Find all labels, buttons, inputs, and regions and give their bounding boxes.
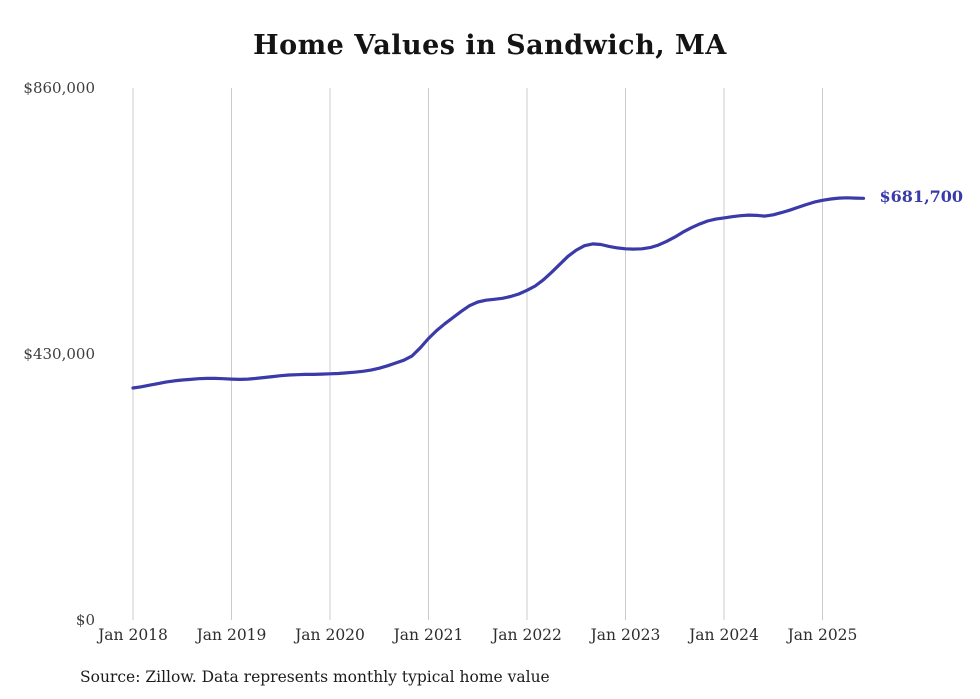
latest-value-label: $681,700 xyxy=(879,187,964,207)
x-tick-label: Jan 2018 xyxy=(98,626,168,644)
y-tick-label: $860,000 xyxy=(23,79,95,97)
y-tick-label: $430,000 xyxy=(23,345,95,363)
chart-title: Home Values in Sandwich, MA xyxy=(253,30,727,61)
x-tick-label: Jan 2021 xyxy=(393,626,464,644)
x-tick-label: Jan 2024 xyxy=(689,626,759,644)
vertical-gridlines xyxy=(132,88,823,620)
x-tick-label: Jan 2023 xyxy=(590,626,661,644)
home-value-line xyxy=(131,196,866,390)
x-tick-label: Jan 2025 xyxy=(787,626,858,644)
x-tick-label: Jan 2022 xyxy=(492,626,562,644)
x-tick-label: Jan 2020 xyxy=(295,626,365,644)
source-note: Source: Zillow. Data represents monthly … xyxy=(80,668,550,686)
y-tick-label: $0 xyxy=(75,611,95,629)
x-tick-label: Jan 2019 xyxy=(196,626,267,644)
